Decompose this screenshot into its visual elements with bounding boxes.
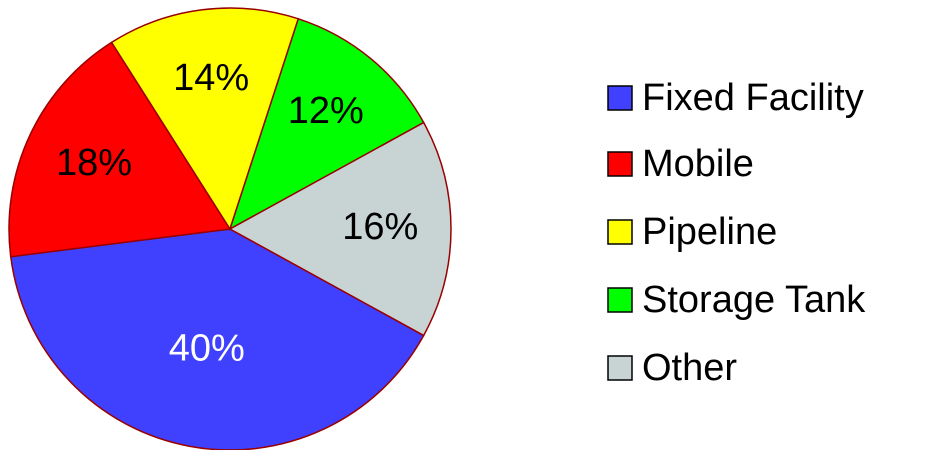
legend-swatch xyxy=(607,355,633,381)
legend-label: Storage Tank xyxy=(642,279,866,321)
slice-label: 12% xyxy=(288,90,364,132)
pie-slice xyxy=(228,17,425,231)
legend-swatch xyxy=(607,287,633,313)
legend-swatch xyxy=(607,219,633,245)
slice-label: 16% xyxy=(342,206,418,248)
legend-swatch xyxy=(607,85,633,111)
slice-label: 14% xyxy=(173,57,249,99)
legend-label: Pipeline xyxy=(642,211,777,253)
slice-label: 18% xyxy=(56,142,132,184)
pie-slice xyxy=(8,41,232,258)
pie-slice xyxy=(228,121,452,337)
legend-label: Other xyxy=(642,347,737,389)
legend-swatch xyxy=(607,151,633,177)
legend-label: Mobile xyxy=(642,143,754,185)
pie-slice xyxy=(110,7,300,231)
pie-slice xyxy=(9,228,425,450)
slice-label: 40% xyxy=(169,328,245,370)
legend-label: Fixed Facility xyxy=(642,77,864,119)
